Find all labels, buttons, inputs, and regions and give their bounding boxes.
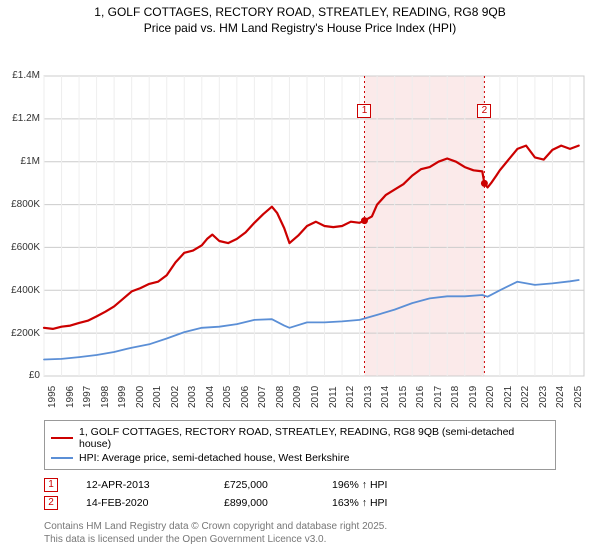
- x-tick-label: 2013: [363, 386, 374, 408]
- y-tick-label: £1.4M: [0, 70, 40, 81]
- transactions-table: 1 12-APR-2013 £725,000 196% ↑ HPI 2 14-FEB-20…: [44, 476, 556, 512]
- footnote: Contains HM Land Registry data © Crown c…: [44, 520, 556, 546]
- legend-label: 1, GOLF COTTAGES, RECTORY ROAD, STREATLE…: [79, 426, 549, 450]
- y-tick-label: £0: [0, 370, 40, 381]
- footnote-line1: Contains HM Land Registry data © Crown c…: [44, 520, 556, 533]
- y-tick-label: £200K: [0, 328, 40, 339]
- x-tick-label: 2024: [555, 386, 566, 408]
- marker-badge: 2: [477, 104, 491, 118]
- x-tick-label: 1997: [82, 386, 93, 408]
- transaction-date: 12-APR-2013: [86, 479, 196, 491]
- footnote-line2: This data is licensed under the Open Gov…: [44, 533, 556, 546]
- legend-item: 1, GOLF COTTAGES, RECTORY ROAD, STREATLE…: [51, 425, 549, 451]
- marker-badge: 1: [357, 104, 371, 118]
- x-tick-label: 2023: [538, 386, 549, 408]
- x-tick-label: 2005: [222, 386, 233, 408]
- x-tick-label: 2019: [468, 386, 479, 408]
- x-tick-label: 2025: [573, 386, 584, 408]
- legend-item: HPI: Average price, semi-detached house,…: [51, 451, 549, 465]
- legend-swatch: [51, 457, 73, 459]
- x-tick-label: 2004: [205, 386, 216, 408]
- chart-title: 1, GOLF COTTAGES, RECTORY ROAD, STREATLE…: [0, 0, 600, 36]
- transaction-date: 14-FEB-2020: [86, 497, 196, 509]
- chart-svg: [0, 36, 600, 416]
- x-tick-label: 2020: [485, 386, 496, 408]
- x-tick-label: 2011: [328, 387, 339, 409]
- transaction-price: £899,000: [224, 497, 304, 509]
- x-tick-label: 1999: [117, 386, 128, 408]
- x-tick-label: 2006: [240, 386, 251, 408]
- x-tick-label: 1995: [47, 386, 58, 408]
- y-tick-label: £400K: [0, 285, 40, 296]
- y-tick-label: £1M: [0, 156, 40, 167]
- x-tick-label: 2018: [450, 386, 461, 408]
- x-tick-label: 1996: [65, 386, 76, 408]
- transaction-delta: 163% ↑ HPI: [332, 497, 387, 509]
- transaction-row: 1 12-APR-2013 £725,000 196% ↑ HPI: [44, 476, 556, 494]
- x-tick-label: 2010: [310, 386, 321, 408]
- x-tick-label: 2000: [135, 386, 146, 408]
- x-tick-label: 2015: [398, 386, 409, 408]
- x-tick-label: 2022: [520, 386, 531, 408]
- title-line2: Price paid vs. HM Land Registry's House …: [0, 20, 600, 36]
- transaction-delta: 196% ↑ HPI: [332, 479, 387, 491]
- x-tick-label: 2007: [257, 386, 268, 408]
- y-tick-label: £600K: [0, 242, 40, 253]
- x-tick-label: 2017: [433, 386, 444, 408]
- y-tick-label: £1.2M: [0, 113, 40, 124]
- x-tick-label: 2003: [187, 386, 198, 408]
- legend-label: HPI: Average price, semi-detached house,…: [79, 452, 349, 464]
- transaction-price: £725,000: [224, 479, 304, 491]
- x-tick-label: 2016: [415, 386, 426, 408]
- title-line1: 1, GOLF COTTAGES, RECTORY ROAD, STREATLE…: [0, 4, 600, 20]
- legend-swatch: [51, 437, 73, 439]
- x-tick-label: 2014: [380, 386, 391, 408]
- legend: 1, GOLF COTTAGES, RECTORY ROAD, STREATLE…: [44, 420, 556, 470]
- x-tick-label: 2021: [503, 386, 514, 408]
- transaction-badge: 1: [44, 478, 58, 492]
- x-tick-label: 2012: [345, 386, 356, 408]
- x-tick-label: 2001: [152, 386, 163, 408]
- x-tick-label: 2002: [170, 386, 181, 408]
- x-tick-label: 1998: [100, 386, 111, 408]
- transaction-row: 2 14-FEB-2020 £899,000 163% ↑ HPI: [44, 494, 556, 512]
- chart-area: £0 £200K £400K £600K £800K £1M £1.2M £1.4M 1995 1…: [0, 36, 600, 416]
- y-tick-label: £800K: [0, 199, 40, 210]
- x-tick-label: 2008: [275, 386, 286, 408]
- transaction-badge: 2: [44, 496, 58, 510]
- x-tick-label: 2009: [292, 386, 303, 408]
